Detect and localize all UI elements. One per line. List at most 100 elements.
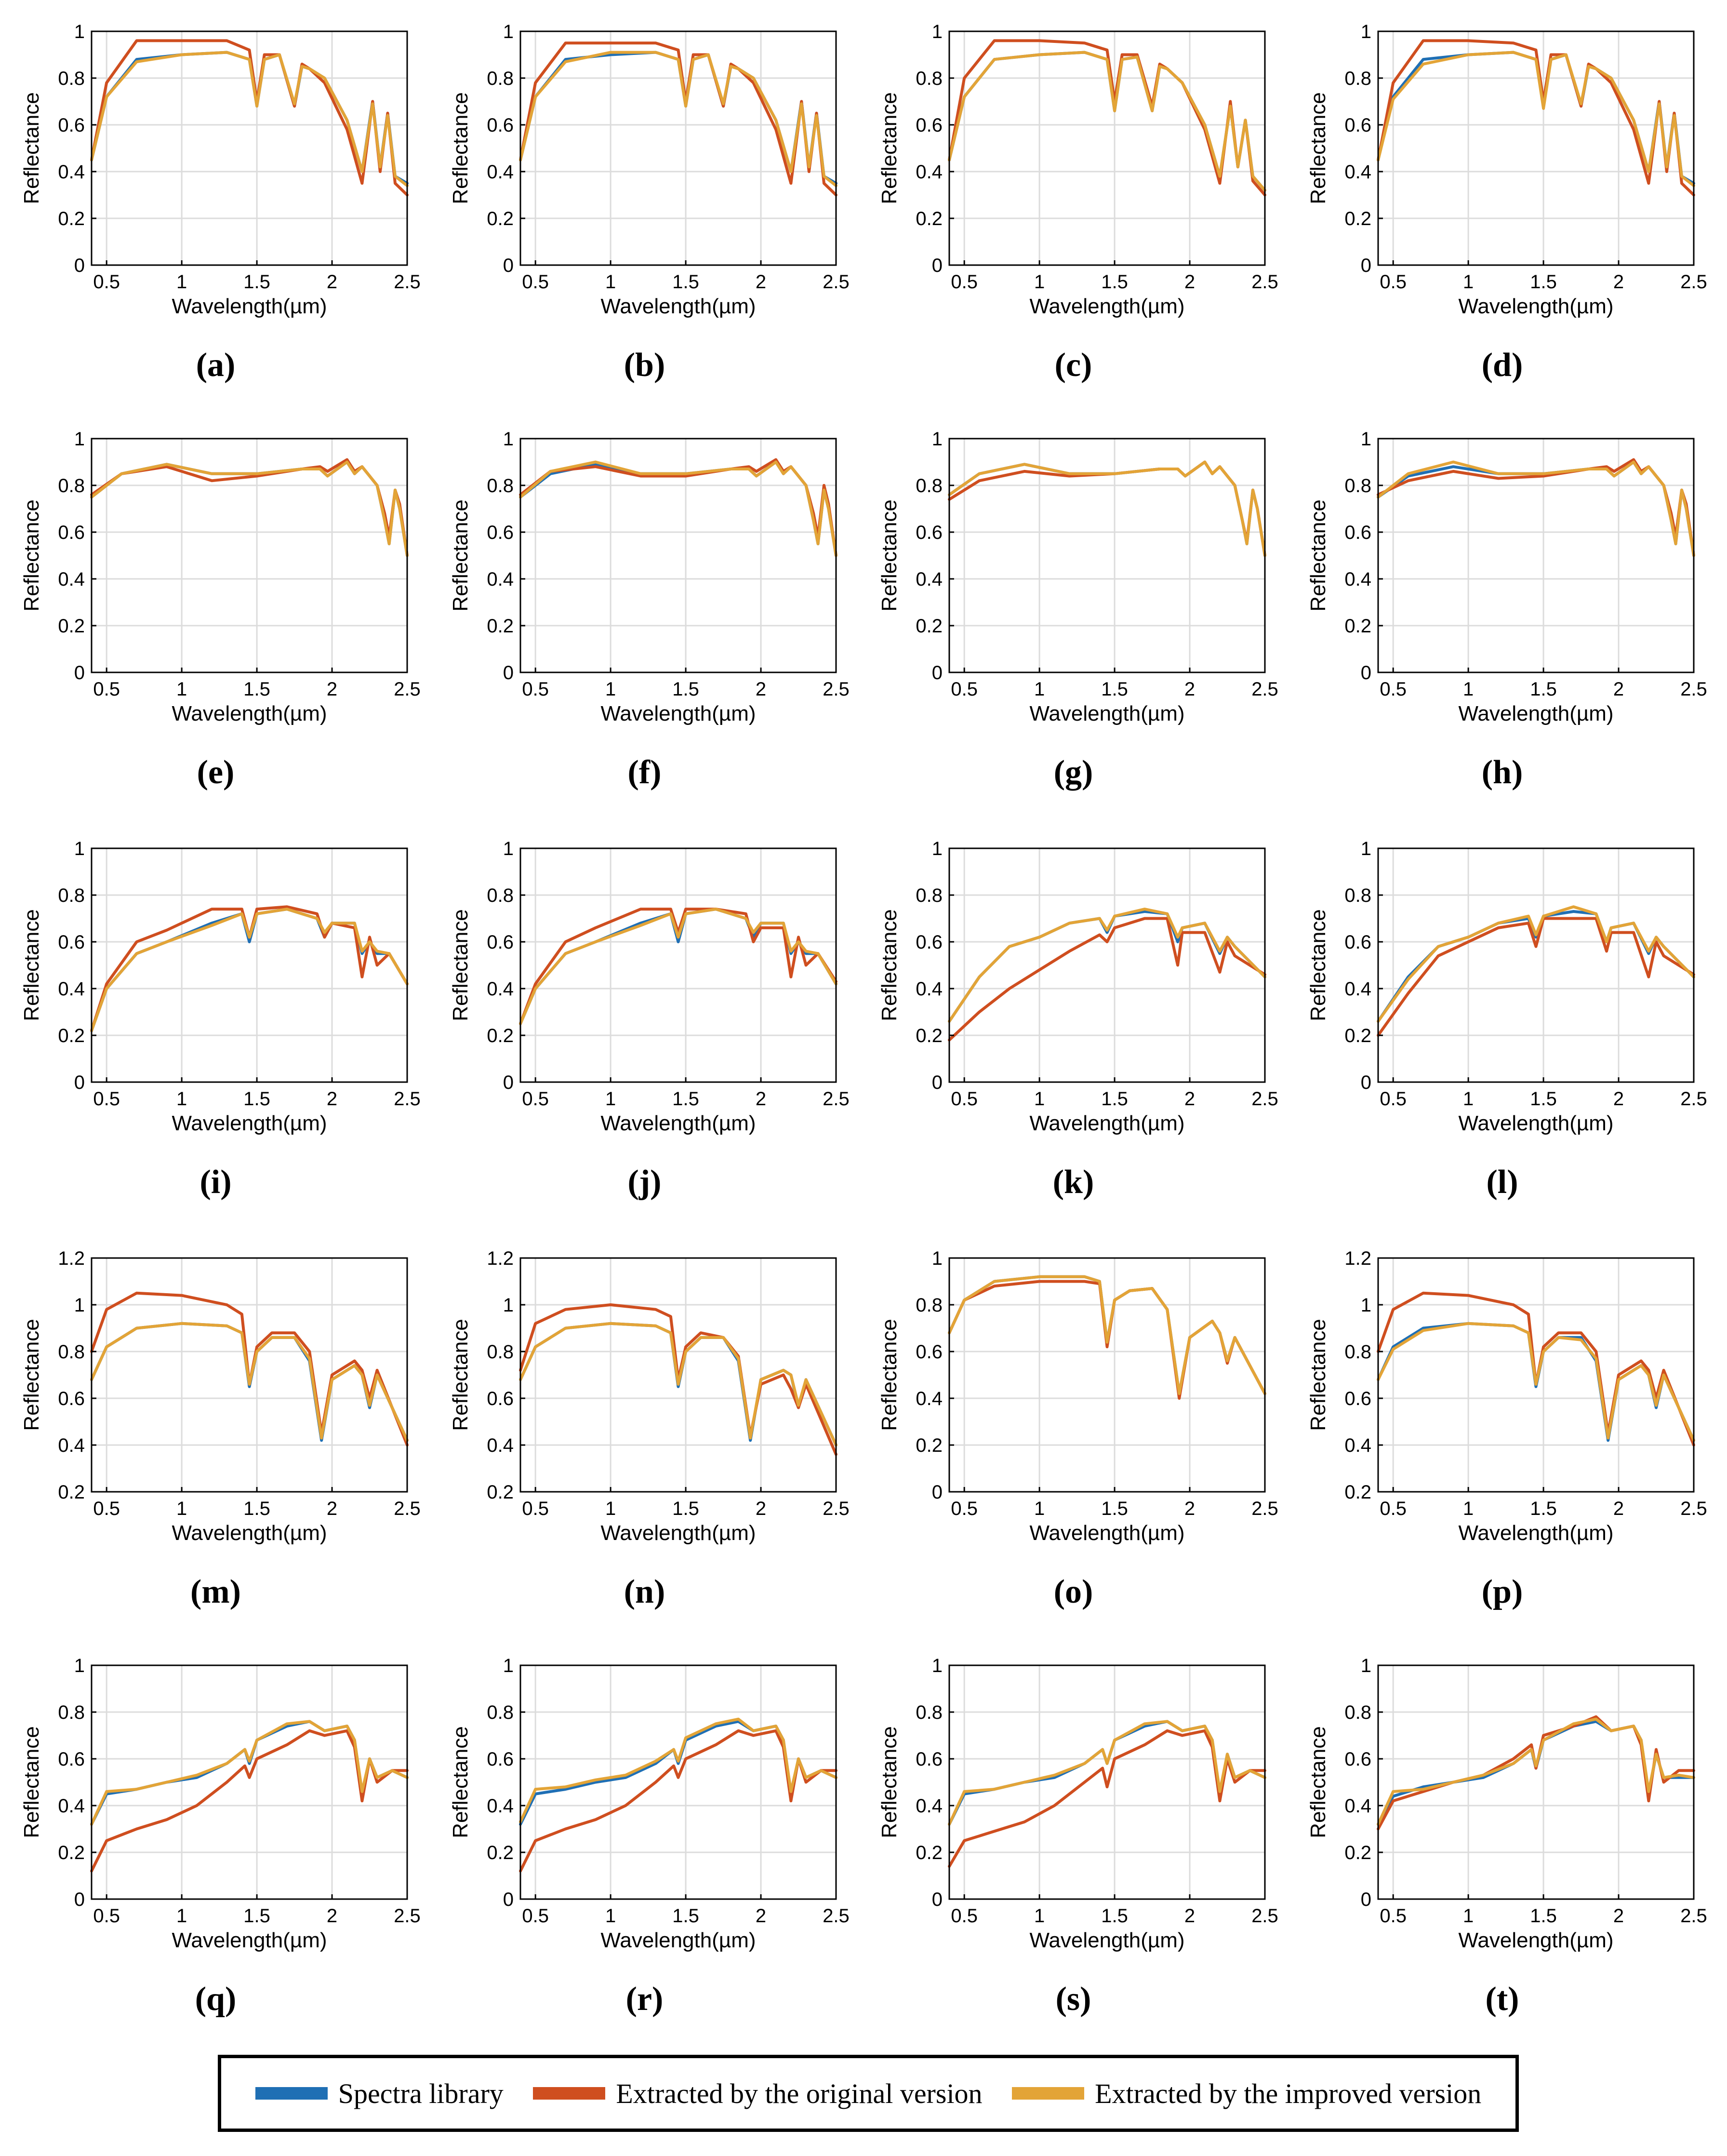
y-tick-label: 0.4 bbox=[1344, 1795, 1371, 1817]
panel-caption: (i) bbox=[199, 1164, 231, 1201]
x-tick-label: 2 bbox=[756, 1905, 766, 1927]
y-tick-label: 0.2 bbox=[487, 616, 514, 637]
axes-frame bbox=[948, 847, 1266, 1083]
x-tick-label: 2 bbox=[756, 679, 766, 700]
series-line-improved bbox=[519, 1717, 837, 1823]
y-tick-label: 0.4 bbox=[487, 569, 514, 590]
y-tick-label: 0.4 bbox=[487, 978, 514, 1000]
x-tick-label: 0.5 bbox=[1380, 271, 1407, 293]
y-tick-label: 0.8 bbox=[58, 475, 85, 496]
panel-e: 0.5 1 1.5 2 2.500.20.40.60.81Wavelength(µm)R… bbox=[20, 429, 421, 791]
x-tick-label: 1.5 bbox=[1530, 271, 1557, 293]
x-axis-label: Wavelength(µm) bbox=[600, 702, 756, 725]
x-tick-label: 0.5 bbox=[522, 271, 549, 293]
panel-caption: (g) bbox=[1054, 754, 1093, 791]
panel-m: 0.5 1 1.5 2 2.5 0.2 0.4 0.6 0.8 1 1.2 Wavelength(µm… bbox=[20, 1248, 421, 1610]
y-tick-label: 0.2 bbox=[487, 1842, 514, 1863]
y-tick-label: 0.8 bbox=[487, 1341, 514, 1363]
x-tick-label: 1.5 bbox=[1101, 1088, 1128, 1110]
panel-caption: (e) bbox=[197, 754, 235, 791]
panel-a: 0.5 1 1.5 2 2.500.20.40.60.81Wavelength(µm)R… bbox=[20, 21, 421, 384]
x-tick-label: 1 bbox=[176, 679, 187, 700]
panel-l: 0.5 1 1.5 2 2.500.20.40.60.81Wavelength(µm)R… bbox=[1306, 838, 1707, 1201]
y-tick-label: 0.4 bbox=[1344, 161, 1371, 183]
y-tick-label: 1 bbox=[1361, 838, 1371, 859]
x-tick-label: 1 bbox=[1463, 1905, 1474, 1927]
x-tick-label: 2.5 bbox=[1680, 271, 1707, 293]
y-axis-label: Reflectance bbox=[1306, 1726, 1330, 1838]
x-tick-label: 2 bbox=[327, 1905, 337, 1927]
y-tick-label: 1 bbox=[503, 1295, 514, 1316]
x-tick-label: 2.5 bbox=[823, 1498, 850, 1519]
y-tick-label: 0.6 bbox=[916, 932, 943, 953]
y-tick-label: 0.2 bbox=[58, 1025, 85, 1046]
x-tick-label: 1.5 bbox=[1530, 1088, 1557, 1110]
series-line-original bbox=[948, 1729, 1266, 1868]
y-tick-label: 0.4 bbox=[58, 978, 85, 1000]
x-tick-label: 0.5 bbox=[951, 1498, 978, 1519]
y-tick-label: 0.4 bbox=[916, 569, 943, 590]
y-axis-label: Reflectance bbox=[1306, 909, 1330, 1021]
panel-caption: (d) bbox=[1482, 347, 1523, 384]
panel-t: 0.5 1 1.5 2 2.500.20.40.60.81Wavelength(µm)R… bbox=[1306, 1655, 1707, 2018]
x-tick-label: 2 bbox=[1184, 679, 1195, 700]
y-tick-label: 1 bbox=[503, 1655, 514, 1676]
y-tick-label: 0.2 bbox=[916, 1025, 943, 1046]
y-tick-label: 0.4 bbox=[58, 1435, 85, 1456]
y-tick-label: 0.6 bbox=[58, 932, 85, 953]
y-tick-label: 0 bbox=[1361, 662, 1371, 683]
series-line-original bbox=[1377, 1291, 1695, 1446]
x-axis-label: Wavelength(µm) bbox=[1458, 702, 1613, 725]
x-tick-label: 1 bbox=[1463, 271, 1474, 293]
panel-d: 0.5 1 1.5 2 2.500.20.40.60.81Wavelength(µm)R… bbox=[1306, 21, 1707, 384]
x-axis-label: Wavelength(µm) bbox=[600, 1928, 756, 1952]
axes-frame bbox=[91, 847, 408, 1083]
y-axis-label: Reflectance bbox=[877, 1319, 901, 1431]
y-axis-label: Reflectance bbox=[449, 909, 472, 1021]
y-tick-label: 1 bbox=[503, 838, 514, 859]
x-axis-label: Wavelength(µm) bbox=[172, 1928, 327, 1952]
x-tick-label: 1 bbox=[1463, 1498, 1474, 1519]
x-tick-label: 1 bbox=[1034, 1498, 1045, 1519]
y-tick-label: 0 bbox=[932, 255, 943, 276]
series-line-original bbox=[519, 1729, 837, 1873]
panel-caption: (k) bbox=[1053, 1164, 1094, 1201]
x-tick-label: 2 bbox=[756, 1088, 766, 1110]
x-tick-label: 2 bbox=[327, 1498, 337, 1519]
x-tick-label: 2 bbox=[1613, 271, 1624, 293]
y-tick-label: 0.2 bbox=[58, 1482, 85, 1503]
x-axis-label: Wavelength(µm) bbox=[1029, 702, 1184, 725]
series-line-original bbox=[519, 908, 837, 1025]
series-line-improved bbox=[90, 460, 409, 557]
y-axis-label: Reflectance bbox=[449, 1726, 472, 1838]
y-tick-label: 0.8 bbox=[916, 68, 943, 89]
x-tick-label: 2.5 bbox=[394, 271, 421, 293]
y-tick-label: 1 bbox=[1361, 1295, 1371, 1316]
y-tick-label: 1 bbox=[932, 1248, 943, 1269]
x-tick-label: 1.5 bbox=[243, 679, 270, 700]
y-axis-label: Reflectance bbox=[877, 92, 901, 204]
x-tick-label: 1.5 bbox=[672, 1905, 699, 1927]
y-tick-label: 0.2 bbox=[487, 208, 514, 229]
x-tick-label: 0.5 bbox=[1380, 1498, 1407, 1519]
y-tick-label: 1 bbox=[503, 429, 514, 450]
y-axis-label: Reflectance bbox=[1306, 1319, 1330, 1431]
x-tick-label: 2 bbox=[1613, 679, 1624, 700]
panel-caption: (j) bbox=[628, 1164, 662, 1201]
series-line-improved bbox=[90, 1720, 409, 1826]
x-axis-label: Wavelength(µm) bbox=[1029, 1521, 1184, 1545]
x-tick-label: 1 bbox=[1034, 271, 1045, 293]
y-tick-label: 0.8 bbox=[916, 1702, 943, 1723]
y-tick-label: 0.2 bbox=[1344, 1482, 1371, 1503]
x-tick-label: 0.5 bbox=[951, 1905, 978, 1927]
y-tick-label: 0.4 bbox=[487, 1435, 514, 1456]
y-tick-label: 0.2 bbox=[1344, 1025, 1371, 1046]
x-tick-label: 1.5 bbox=[243, 1905, 270, 1927]
x-tick-label: 0.5 bbox=[93, 679, 120, 700]
x-tick-label: 1 bbox=[605, 271, 616, 293]
series-line-improved bbox=[1377, 51, 1695, 187]
axes-frame bbox=[948, 1257, 1266, 1493]
axes-frame bbox=[519, 1664, 837, 1900]
x-tick-label: 2.5 bbox=[823, 1905, 850, 1927]
x-axis-label: Wavelength(µm) bbox=[600, 295, 756, 318]
